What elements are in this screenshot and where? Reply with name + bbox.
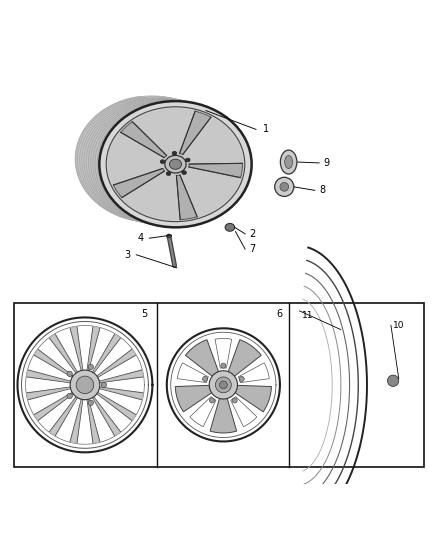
Text: 4: 4	[138, 233, 144, 243]
Polygon shape	[215, 338, 232, 368]
Polygon shape	[49, 397, 77, 435]
Circle shape	[88, 364, 93, 369]
Polygon shape	[88, 399, 100, 443]
Polygon shape	[93, 334, 120, 373]
Circle shape	[388, 375, 399, 386]
Polygon shape	[120, 122, 167, 158]
Polygon shape	[175, 385, 213, 412]
Polygon shape	[180, 111, 211, 155]
Ellipse shape	[99, 101, 252, 228]
Polygon shape	[113, 168, 165, 198]
Ellipse shape	[182, 171, 187, 174]
Ellipse shape	[186, 158, 190, 162]
Polygon shape	[88, 327, 100, 370]
Polygon shape	[185, 340, 219, 377]
Polygon shape	[177, 363, 208, 383]
Ellipse shape	[166, 172, 171, 175]
Circle shape	[232, 398, 237, 403]
Text: 1: 1	[262, 124, 268, 134]
Circle shape	[202, 376, 208, 382]
Ellipse shape	[166, 235, 172, 238]
Circle shape	[101, 382, 106, 387]
Polygon shape	[34, 393, 73, 421]
Circle shape	[67, 371, 72, 376]
Text: 11: 11	[302, 311, 313, 320]
Polygon shape	[27, 370, 71, 382]
Ellipse shape	[109, 109, 243, 220]
Ellipse shape	[170, 159, 182, 169]
Polygon shape	[228, 340, 261, 377]
Text: 3: 3	[124, 250, 131, 260]
Polygon shape	[97, 350, 136, 377]
Text: 6: 6	[276, 309, 282, 319]
Polygon shape	[27, 388, 71, 400]
Polygon shape	[97, 393, 136, 421]
Polygon shape	[70, 399, 82, 443]
Circle shape	[215, 377, 231, 393]
Text: 5: 5	[141, 309, 147, 319]
Polygon shape	[233, 385, 272, 412]
Circle shape	[219, 381, 227, 389]
Circle shape	[88, 400, 93, 406]
Ellipse shape	[172, 151, 177, 155]
Polygon shape	[190, 397, 216, 427]
Ellipse shape	[285, 156, 293, 168]
Polygon shape	[231, 397, 257, 427]
Circle shape	[209, 398, 215, 403]
Polygon shape	[49, 334, 77, 373]
Text: 2: 2	[250, 229, 256, 239]
Polygon shape	[75, 96, 230, 227]
Polygon shape	[70, 327, 82, 370]
Polygon shape	[238, 363, 269, 383]
Polygon shape	[99, 388, 143, 400]
Bar	[14, 303, 424, 467]
Ellipse shape	[165, 156, 186, 173]
Polygon shape	[99, 370, 143, 382]
Ellipse shape	[106, 107, 245, 222]
Circle shape	[70, 370, 100, 400]
Polygon shape	[189, 163, 243, 177]
Circle shape	[280, 182, 289, 191]
Polygon shape	[210, 397, 237, 433]
Circle shape	[76, 376, 94, 394]
Polygon shape	[34, 350, 73, 377]
Ellipse shape	[160, 160, 165, 164]
Circle shape	[67, 393, 72, 399]
Text: 9: 9	[323, 158, 329, 168]
Text: 8: 8	[319, 185, 325, 195]
Polygon shape	[93, 397, 120, 435]
Circle shape	[221, 363, 226, 368]
Ellipse shape	[280, 150, 297, 174]
Circle shape	[209, 371, 237, 399]
Text: 10: 10	[393, 321, 405, 330]
Circle shape	[275, 177, 294, 197]
Circle shape	[239, 376, 244, 382]
Text: 7: 7	[250, 244, 256, 254]
Polygon shape	[177, 175, 197, 220]
Ellipse shape	[225, 223, 235, 231]
